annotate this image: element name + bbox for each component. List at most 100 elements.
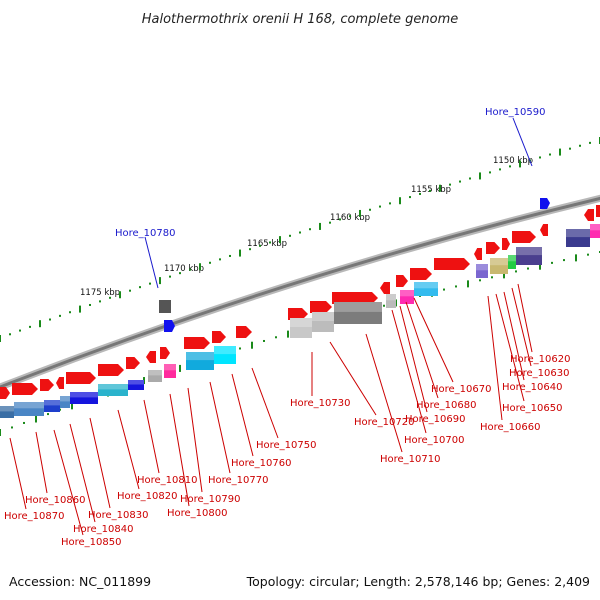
gene-arrow[interactable] [160, 347, 170, 359]
leader-line [69, 423, 96, 523]
gene-label[interactable]: Hore_10820 [117, 491, 178, 502]
gene-block[interactable] [60, 396, 70, 408]
gene-arrow[interactable] [332, 292, 378, 304]
gene-arrow[interactable] [0, 387, 10, 399]
highlight-hore-10590[interactable]: Hore_10590 [485, 107, 550, 209]
leader-line [503, 291, 525, 381]
gene-label[interactable]: Hore_10670 [431, 384, 492, 395]
gene-arrow[interactable] [512, 231, 536, 243]
gene-block[interactable] [414, 282, 438, 296]
gene-label[interactable]: Hore_10650 [502, 403, 563, 414]
leader-line [413, 297, 454, 383]
gene-features [0, 205, 600, 418]
gene-label[interactable]: Hore_10850 [61, 537, 122, 548]
gene-arrow[interactable] [396, 275, 408, 287]
gene-label[interactable]: Hore_10800 [167, 508, 228, 519]
gene-label[interactable]: Hore_10840 [73, 524, 134, 535]
leader-line [117, 409, 140, 490]
gene-arrow[interactable] [502, 238, 510, 250]
gene-label[interactable]: Hore_10830 [88, 510, 149, 521]
gene-block[interactable] [164, 364, 176, 378]
gene-arrow[interactable] [540, 224, 548, 236]
leader-line [251, 367, 279, 439]
gene-block[interactable] [290, 318, 312, 338]
gene-block[interactable] [508, 255, 516, 269]
gene-label[interactable]: Hore_10730 [290, 398, 351, 409]
kbp-label-1155: 1155 kbp [411, 185, 451, 195]
gene-label[interactable]: Hore_10860 [25, 495, 86, 506]
gene-block[interactable] [214, 346, 236, 364]
highlight-label-hore-10780: Hore_10780 [115, 228, 176, 239]
gene-block[interactable] [312, 312, 334, 332]
gene-label[interactable]: Hore_10720 [354, 417, 415, 428]
gene-label[interactable]: Hore_10660 [480, 422, 541, 433]
gene-arrow[interactable] [146, 351, 156, 363]
gene-arrow[interactable] [596, 205, 600, 217]
gene-arrow[interactable] [98, 364, 124, 376]
gene-label[interactable]: Hore_10640 [502, 382, 563, 393]
gene-block[interactable] [148, 370, 162, 382]
gene-label[interactable]: Hore_10790 [180, 494, 241, 505]
gene-label[interactable]: Hore_10620 [510, 354, 571, 365]
gene-block[interactable] [186, 352, 214, 370]
gene-arrow[interactable] [236, 326, 252, 338]
highlight-marker-hore-10780 [164, 320, 175, 332]
gene-arrow[interactable] [288, 308, 308, 320]
gene-block[interactable] [334, 302, 382, 324]
leader-line [35, 431, 48, 494]
leader-line [89, 417, 111, 509]
gene-arrow[interactable] [184, 337, 210, 349]
kbp-label-1160: 1160 kbp [330, 213, 370, 223]
leader-line [53, 429, 84, 536]
gene-block[interactable] [566, 229, 590, 247]
gene-arrow[interactable] [410, 268, 432, 280]
leader-line [9, 437, 27, 510]
gene-label[interactable]: Hore_10690 [405, 414, 466, 425]
gene-arrow[interactable] [66, 372, 96, 384]
gene-label[interactable]: Hore_10700 [404, 435, 465, 446]
gene-block[interactable] [490, 258, 508, 274]
gene-arrow[interactable] [474, 248, 482, 260]
gene-arrow[interactable] [434, 258, 470, 270]
gene-arrow[interactable] [12, 383, 38, 395]
leader-line [209, 381, 231, 474]
gene-label[interactable]: Hore_10750 [256, 440, 317, 451]
highlight-hore-10780[interactable]: Hore_10780 [115, 228, 176, 332]
gene-block[interactable] [476, 264, 488, 278]
leader-line [143, 399, 160, 474]
gene-arrow[interactable] [486, 242, 500, 254]
gene-label[interactable]: Hore_10870 [4, 511, 65, 522]
gene-block[interactable] [128, 380, 144, 390]
gene-block[interactable] [0, 406, 14, 418]
genome-backbone [0, 194, 600, 391]
gene-label[interactable]: Hore_10810 [137, 475, 198, 486]
genome-summary-text: Topology: circular; Length: 2,578,146 bp… [246, 574, 590, 589]
kbp-scale: 1150 kbp 1155 kbp 1160 kbp 1165 kbp 1170… [0, 137, 600, 342]
leader-line [187, 387, 203, 493]
kbp-label-1165: 1165 kbp [247, 239, 287, 249]
gene-arrow[interactable] [584, 209, 594, 221]
gene-arrow[interactable] [310, 301, 332, 313]
gene-arrow[interactable] [126, 357, 140, 369]
gene-block[interactable] [516, 247, 542, 265]
gene-block[interactable] [44, 400, 60, 412]
gene-label[interactable]: Hore_10760 [231, 458, 292, 469]
leader-line [231, 373, 254, 457]
accession-text: Accession: NC_011899 [9, 574, 151, 589]
gene-block[interactable] [98, 384, 128, 396]
gene-label[interactable]: Hore_10770 [208, 475, 269, 486]
gene-arrow[interactable] [56, 377, 64, 389]
gene-block[interactable] [386, 294, 396, 308]
gene-arrow[interactable] [380, 282, 390, 294]
gene-block[interactable] [14, 402, 44, 416]
gene-label[interactable]: Hore_10680 [416, 400, 477, 411]
kbp-label-1150: 1150 kbp [493, 156, 533, 166]
gene-arrow[interactable] [40, 379, 54, 391]
gene-label[interactable]: Hore_10630 [509, 368, 570, 379]
gene-arrow[interactable] [212, 331, 226, 343]
gene-label[interactable]: Hore_10710 [380, 454, 441, 465]
gene-block[interactable] [70, 392, 98, 404]
gene-block[interactable] [400, 290, 414, 304]
highlight-label-hore-10590: Hore_10590 [485, 107, 546, 118]
gene-block[interactable] [590, 224, 600, 238]
